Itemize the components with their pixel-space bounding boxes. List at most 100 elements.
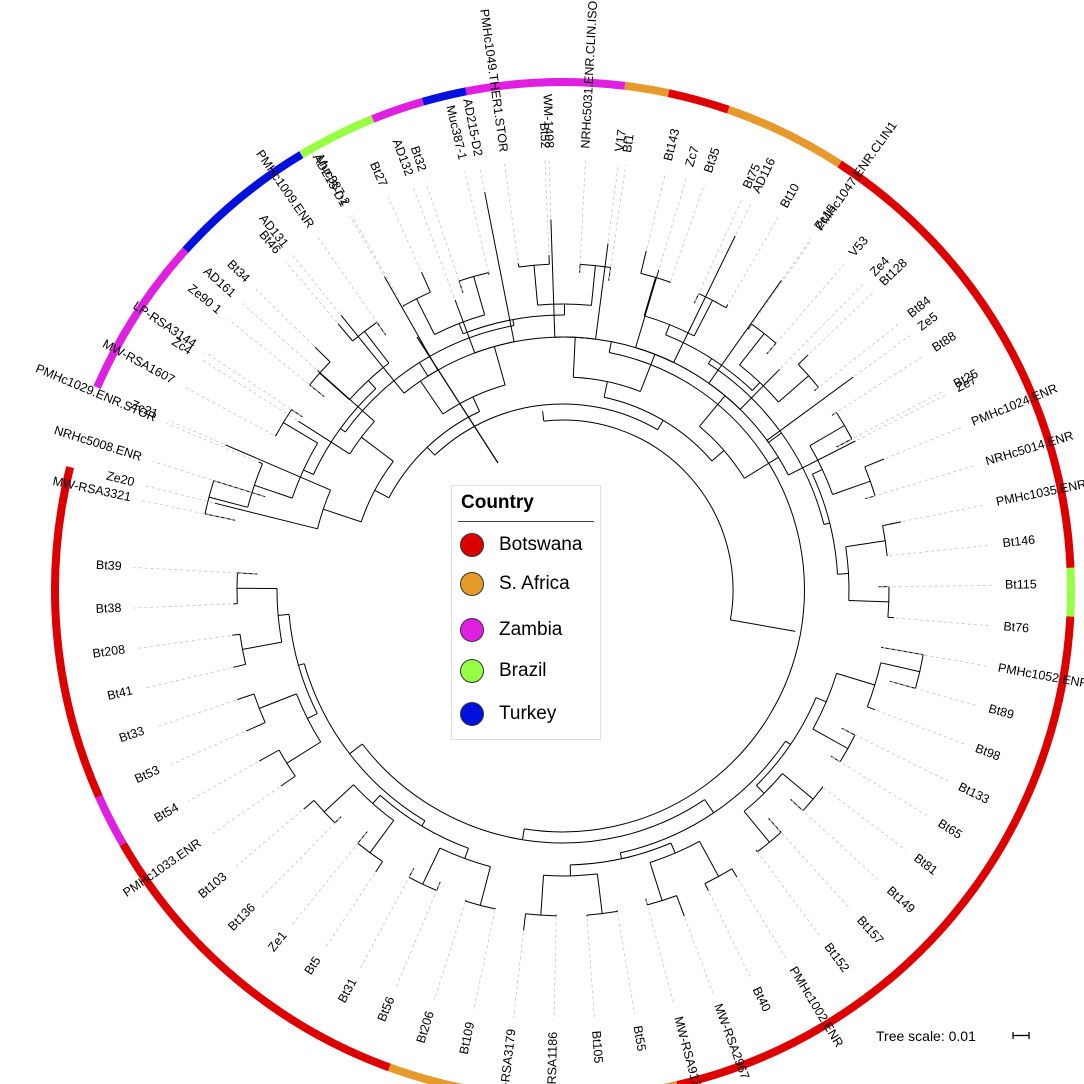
- tip-label: PMHc1002.ENR: [787, 964, 846, 1050]
- tip-label: Bt208: [92, 642, 126, 660]
- branch: [479, 866, 491, 906]
- tip-label: Bt35: [701, 146, 723, 175]
- tip-label: Bt1: [620, 133, 637, 154]
- tip-guide: [791, 800, 880, 882]
- tip-guide: [412, 186, 455, 299]
- branch: [639, 354, 656, 392]
- tip-guide: [809, 292, 874, 354]
- branch: [643, 277, 657, 316]
- clade-arc: [303, 663, 426, 822]
- branch: [291, 409, 303, 418]
- branch: [323, 508, 362, 523]
- branch: [699, 841, 720, 877]
- tip-label: Zc7: [682, 144, 701, 168]
- tip-label: Bt31: [335, 976, 360, 1005]
- tip-label: PMHc1035.ENR.STOR: [995, 469, 1084, 508]
- branch: [699, 395, 726, 427]
- tip-guide: [876, 710, 965, 745]
- tip-label: PMHc1033.ENR: [120, 836, 203, 900]
- branch: [815, 697, 827, 703]
- tip-guide: [234, 810, 303, 868]
- tip-label: Bt55: [630, 1025, 648, 1053]
- tip-label: Bt152: [821, 940, 852, 975]
- tip-label: Bt109: [457, 1021, 477, 1056]
- branch: [298, 663, 305, 666]
- branch: [484, 192, 515, 342]
- tip-guide: [425, 182, 463, 292]
- branch: [751, 382, 761, 391]
- tip-label: Bt157: [854, 913, 886, 947]
- ring-segment-s-africa: [727, 105, 842, 168]
- tip-label: Ze20: [105, 469, 136, 489]
- branch: [542, 411, 545, 422]
- branch: [232, 633, 241, 636]
- tip-guide: [617, 912, 636, 1015]
- tip-guide: [607, 163, 619, 242]
- tree-branches: [133, 160, 994, 1020]
- tip-label: Bt65: [935, 816, 964, 841]
- clade-arc: [570, 842, 672, 866]
- tip-label: Bt40: [750, 985, 774, 1014]
- branch: [416, 298, 435, 335]
- legend-item-botswana: Botswana: [460, 531, 582, 559]
- branch: [259, 693, 297, 709]
- tip-guide: [152, 461, 264, 497]
- clade-arc: [442, 384, 506, 415]
- tip-guide: [782, 238, 812, 280]
- tip-label: Bt149: [884, 884, 918, 916]
- branch: [867, 706, 876, 711]
- branch: [307, 713, 318, 719]
- ring-segment-zambia: [93, 247, 189, 389]
- ring-segment-brazil: [1066, 567, 1075, 617]
- tip-guide: [579, 160, 586, 271]
- tip-guide: [261, 817, 340, 898]
- branch: [673, 235, 736, 363]
- tip-guide: [885, 427, 962, 459]
- branch: [340, 314, 405, 394]
- tip-guide: [857, 394, 947, 441]
- clade-arc: [361, 743, 705, 844]
- clade-arc: [427, 336, 769, 443]
- branch: [286, 741, 321, 764]
- tip-guide: [324, 873, 375, 949]
- tip-label: PMHc1047.ENR.CLIN1: [813, 119, 900, 234]
- branch: [464, 848, 469, 859]
- branch: [361, 436, 394, 462]
- legend-swatch-turkey: [460, 702, 484, 726]
- branch: [837, 573, 849, 575]
- tip-guide: [513, 932, 524, 1018]
- tip-label: V17: [612, 129, 629, 153]
- clade-arc: [882, 525, 888, 556]
- branch: [788, 440, 856, 476]
- legend-divider: [458, 521, 594, 522]
- tip-label: Bt76: [1003, 619, 1030, 635]
- tip-guide: [823, 787, 906, 851]
- branch: [704, 883, 709, 892]
- tip-guide: [832, 756, 929, 817]
- tip-guide: [349, 216, 384, 275]
- tip-guide: [854, 335, 910, 377]
- branch: [340, 428, 346, 433]
- branch: [214, 502, 318, 530]
- branch: [649, 862, 663, 901]
- tip-guide: [228, 319, 323, 396]
- branch: [595, 243, 609, 340]
- tip-guide: [292, 832, 367, 925]
- branch: [785, 740, 791, 745]
- legend: Country Botswana S. Africa Zambia Brazil…: [451, 485, 601, 740]
- clade-arc: [518, 263, 550, 268]
- tip-guide: [735, 203, 752, 235]
- branch: [608, 267, 612, 281]
- tip-guide: [396, 883, 440, 987]
- branch: [635, 269, 660, 348]
- ring-segment-zambia: [371, 97, 425, 123]
- tip-guide: [780, 282, 865, 369]
- tip-label: Bt33: [117, 724, 146, 745]
- branch: [402, 305, 404, 308]
- tip-label: Bt89: [987, 701, 1016, 721]
- tip-label: LP-RSA3144: [131, 299, 200, 351]
- tip-guide: [645, 900, 675, 1006]
- tip-label: Bt53: [133, 763, 162, 786]
- tip-label: NRHc5031.ENR.CLIN.ISO: [578, 0, 600, 149]
